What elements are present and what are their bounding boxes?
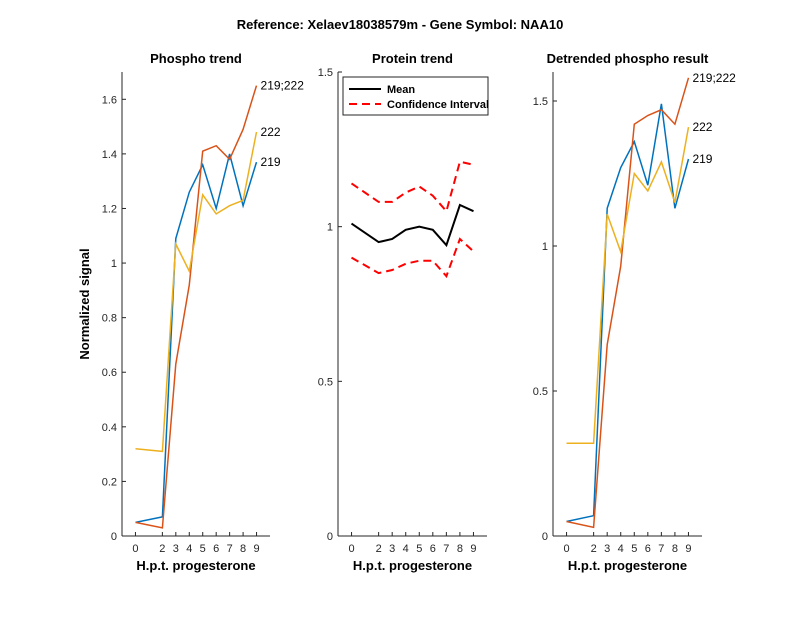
chart-0-y-tick-label: 1.2 — [102, 203, 117, 215]
chart-1-x-label: H.p.t. progesterone — [353, 558, 472, 573]
chart-1-x-tick-label: 4 — [403, 543, 409, 555]
chart-2-x-tick-label: 3 — [604, 543, 610, 555]
chart-2-series-219-222-line — [566, 77, 690, 529]
chart-2-y-tick-label: 0 — [542, 531, 548, 543]
chart-2-label-219-222: 219;222 — [692, 71, 736, 85]
chart-0-label-219-222: 219;222 — [261, 79, 305, 93]
chart-0-y-tick-label: 0 — [111, 531, 117, 543]
chart-1-series-confidence-interval-2-line — [351, 237, 475, 279]
chart-1-x-tick-label: 9 — [470, 543, 476, 555]
chart-2-x-tick-label: 7 — [658, 543, 664, 555]
chart-0-x-tick-label: 0 — [132, 543, 138, 555]
chart-0-x-tick-label: 6 — [213, 543, 219, 555]
chart-0-y-tick-label: 1 — [111, 258, 117, 270]
chart-2-label-222: 222 — [692, 120, 712, 134]
chart-0-x-tick-label: 7 — [227, 543, 233, 555]
chart-1-series-confidence-interval-1-line — [350, 160, 474, 214]
chart-1-x-tick-label: 7 — [443, 543, 449, 555]
chart-0-x-tick-label: 8 — [240, 543, 246, 555]
chart-2-series-219-line — [566, 103, 690, 523]
chart-1-x-tick-label: 0 — [348, 543, 354, 555]
chart-0-y-tick-label: 0.6 — [102, 367, 117, 379]
chart-0-y-tick-label: 0.4 — [102, 422, 117, 434]
chart-2-title: Detrended phospho result — [547, 51, 709, 66]
chart-2-x-tick-label: 5 — [631, 543, 637, 555]
chart-1-x-tick-label: 5 — [416, 543, 422, 555]
legend-label-mean: Mean — [387, 84, 415, 96]
chart-0-series-219-line — [135, 153, 258, 524]
chart-1-x-tick-label: 3 — [389, 543, 395, 555]
detrended-phospho-axes: 0 0.5 1 1.5 0 2 3 4 5 6 7 8 9 Detrended phospho resul… — [533, 51, 736, 573]
protein-legend-box — [342, 76, 489, 116]
chart-2-series-222-line — [566, 126, 690, 444]
chart-0-label-219: 219 — [261, 155, 281, 169]
chart-0-x-label: H.p.t. progesterone — [136, 558, 255, 573]
chart-2-x-tick-label: 4 — [618, 543, 624, 555]
chart-1-y-tick-label: 0 — [327, 531, 333, 543]
chart-2-x-tick-label: 2 — [591, 543, 597, 555]
phospho-trend-axes: 0 0.2 0.4 0.6 0.8 1 1.2 1.4 1.6 0 2 3 4 5 6 7 8 9 Phospho … — [77, 51, 304, 573]
chart-1-x-tick-label: 2 — [376, 543, 382, 555]
chart-2-y-tick-label: 1.5 — [533, 96, 548, 108]
chart-0-x-tick-label: 5 — [200, 543, 206, 555]
chart-2-label-219: 219 — [692, 152, 712, 166]
protein-trend-axes: 0 0.5 1 1.5 0 2 3 4 5 6 7 8 9 Protein trend H.p.t. pro… — [318, 51, 489, 573]
chart-0-x-tick-label: 3 — [173, 543, 179, 555]
chart-1-y-tick-label: 0.5 — [318, 376, 333, 388]
chart-2-x-tick-label: 6 — [645, 543, 651, 555]
chart-1-x-tick-label: 8 — [457, 543, 463, 555]
chart-2-x-label: H.p.t. progesterone — [568, 558, 687, 573]
chart-1-y-tick-label: 1 — [327, 222, 333, 234]
chart-2-x-tick-label: 0 — [563, 543, 569, 555]
chart-2-x-tick-label: 9 — [685, 543, 691, 555]
chart-1-y-tick-label: 1.5 — [318, 67, 333, 79]
chart-0-y-tick-label: 0.2 — [102, 476, 117, 488]
chart-0-y-tick-label: 1.4 — [102, 149, 117, 161]
chart-1-x-tick-label: 6 — [430, 543, 436, 555]
chart-2-y-tick-label: 1 — [542, 241, 548, 253]
chart-0-y-tick-label: 0.8 — [102, 313, 117, 325]
chart-0-x-tick-label: 4 — [186, 543, 192, 555]
chart-0-label-222: 222 — [261, 125, 281, 139]
chart-0-title: Phospho trend — [150, 51, 242, 66]
chart-2-y-tick-label: 0.5 — [533, 386, 548, 398]
legend-label-confidence-interval: Confidence Interval — [387, 99, 489, 111]
chart-1-series-mean-line — [350, 203, 474, 248]
chart-0-series-219-222-line — [135, 85, 258, 529]
chart-0-series-222-line — [135, 131, 258, 453]
chart-0-y-tick-label: 1.6 — [102, 94, 117, 106]
chart-0-x-tick-label: 9 — [253, 543, 259, 555]
figure-title: Reference: Xelaev18038579m - Gene Symbol… — [237, 17, 564, 32]
chart-0-x-tick-label: 2 — [159, 543, 165, 555]
chart-2-x-tick-label: 8 — [672, 543, 678, 555]
chart-0-y-label: Normalized signal — [77, 248, 92, 359]
chart-1-title: Protein trend — [372, 51, 453, 66]
